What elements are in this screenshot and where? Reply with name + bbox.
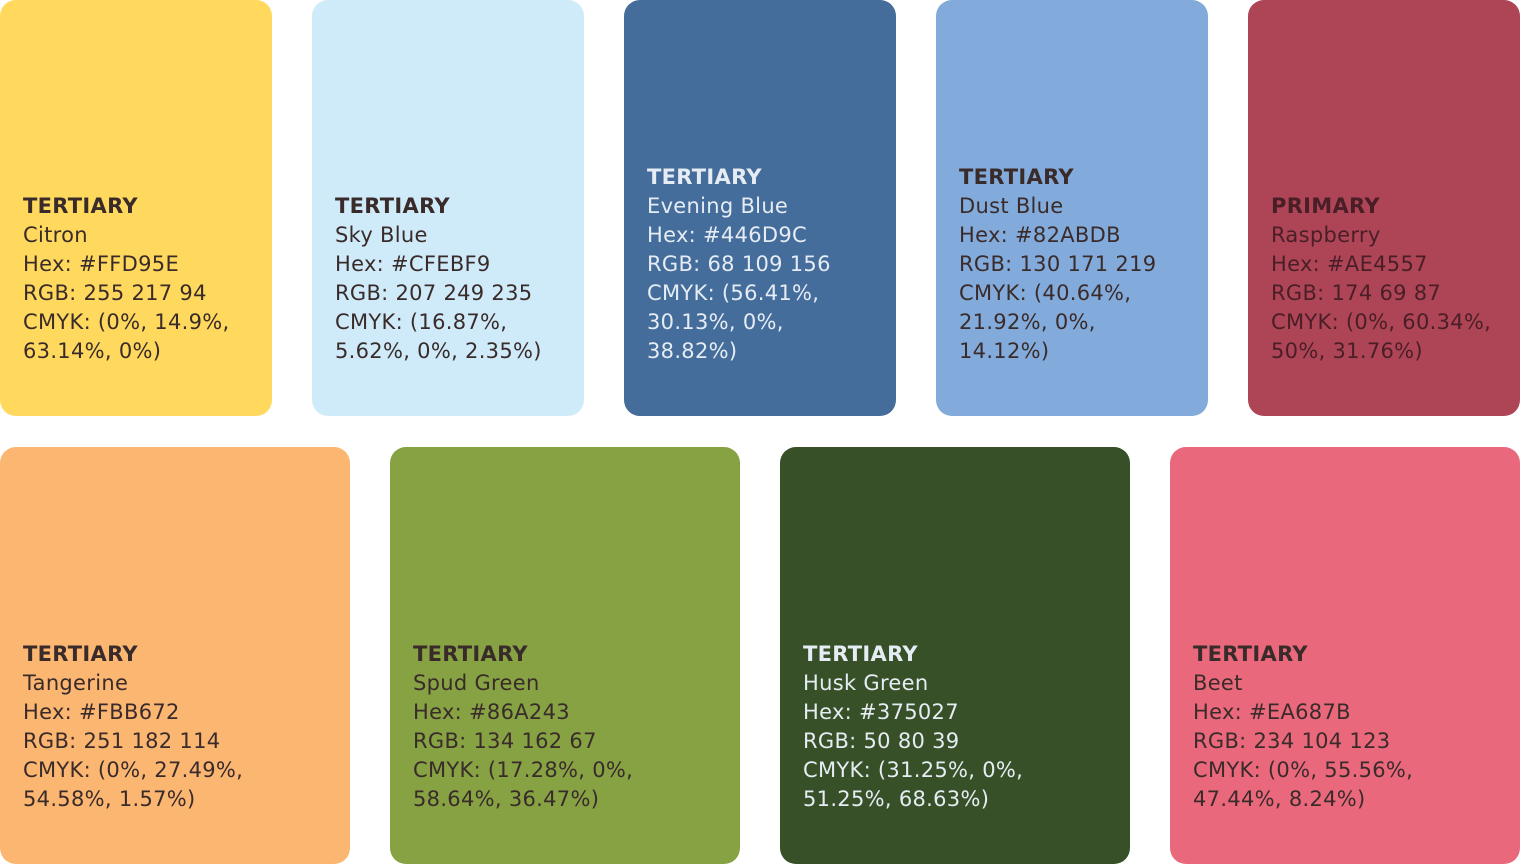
color-swatch: TERTIARY Spud Green Hex: #86A243 RGB: 134 1…	[390, 447, 740, 864]
rgb-value: RGB: 207 249 235	[335, 281, 533, 305]
color-name: Sky Blue	[335, 223, 428, 247]
tier-label: TERTIARY	[1193, 642, 1308, 666]
cmyk-value: CMYK: (40.64%, 21.92%, 0%, 14.12%)	[959, 281, 1132, 363]
tier-label: PRIMARY	[1271, 194, 1380, 218]
cmyk-value: CMYK: (56.41%, 30.13%, 0%, 38.82%)	[647, 281, 820, 363]
tier-label: TERTIARY	[335, 194, 450, 218]
rgb-value: RGB: 68 109 156	[647, 252, 831, 276]
color-swatch: TERTIARY Dust Blue Hex: #82ABDB RGB: 130 17…	[936, 0, 1208, 416]
cmyk-value: CMYK: (0%, 27.49%, 54.58%, 1.57%)	[23, 758, 244, 811]
rgb-value: RGB: 130 171 219	[959, 252, 1157, 276]
color-name: Evening Blue	[647, 194, 789, 218]
rgb-value: RGB: 50 80 39	[803, 729, 960, 753]
cmyk-value: CMYK: (16.87%, 5.62%, 0%, 2.35%)	[335, 310, 542, 363]
color-swatch: TERTIARY Beet Hex: #EA687B RGB: 234 104 123…	[1170, 447, 1520, 864]
rgb-value: RGB: 251 182 114	[23, 729, 221, 753]
cmyk-value: CMYK: (31.25%, 0%, 51.25%, 68.63%)	[803, 758, 1024, 811]
rgb-value: RGB: 134 162 67	[413, 729, 597, 753]
color-swatch: PRIMARY Raspberry Hex: #AE4557 RGB: 174 69 …	[1248, 0, 1520, 416]
rgb-value: RGB: 255 217 94	[23, 281, 207, 305]
hex-value: Hex: #EA687B	[1193, 700, 1351, 724]
color-name: Citron	[23, 223, 88, 247]
hex-value: Hex: #86A243	[413, 700, 570, 724]
color-name: Spud Green	[413, 671, 540, 695]
color-swatch: TERTIARY Tangerine Hex: #FBB672 RGB: 251 18…	[0, 447, 350, 864]
cmyk-value: CMYK: (0%, 14.9%, 63.14%, 0%)	[23, 310, 230, 363]
tier-label: TERTIARY	[413, 642, 528, 666]
color-swatch: TERTIARY Husk Green Hex: #375027 RGB: 50 80…	[780, 447, 1130, 864]
tier-label: TERTIARY	[23, 642, 138, 666]
color-name: Husk Green	[803, 671, 929, 695]
color-name: Dust Blue	[959, 194, 1064, 218]
color-swatch: TERTIARY Sky Blue Hex: #CFEBF9 RGB: 207 249…	[312, 0, 584, 416]
color-swatch: TERTIARY Evening Blue Hex: #446D9C RGB: 68 …	[624, 0, 896, 416]
cmyk-value: CMYK: (0%, 55.56%, 47.44%, 8.24%)	[1193, 758, 1414, 811]
hex-value: Hex: #82ABDB	[959, 223, 1121, 247]
color-name: Tangerine	[23, 671, 129, 695]
tier-label: TERTIARY	[959, 165, 1074, 189]
rgb-value: RGB: 234 104 123	[1193, 729, 1391, 753]
tier-label: TERTIARY	[647, 165, 762, 189]
hex-value: Hex: #FBB672	[23, 700, 180, 724]
hex-value: Hex: #CFEBF9	[335, 252, 491, 276]
rgb-value: RGB: 174 69 87	[1271, 281, 1442, 305]
color-name: Raspberry	[1271, 223, 1381, 247]
color-swatch: TERTIARY Citron Hex: #FFD95E RGB: 255 217 9…	[0, 0, 272, 416]
hex-value: Hex: #FFD95E	[23, 252, 180, 276]
tier-label: TERTIARY	[803, 642, 918, 666]
hex-value: Hex: #375027	[803, 700, 959, 724]
hex-value: Hex: #AE4557	[1271, 252, 1428, 276]
hex-value: Hex: #446D9C	[647, 223, 807, 247]
color-name: Beet	[1193, 671, 1243, 695]
tier-label: TERTIARY	[23, 194, 138, 218]
cmyk-value: CMYK: (17.28%, 0%, 58.64%, 36.47%)	[413, 758, 634, 811]
cmyk-value: CMYK: (0%, 60.34%, 50%, 31.76%)	[1271, 310, 1492, 363]
